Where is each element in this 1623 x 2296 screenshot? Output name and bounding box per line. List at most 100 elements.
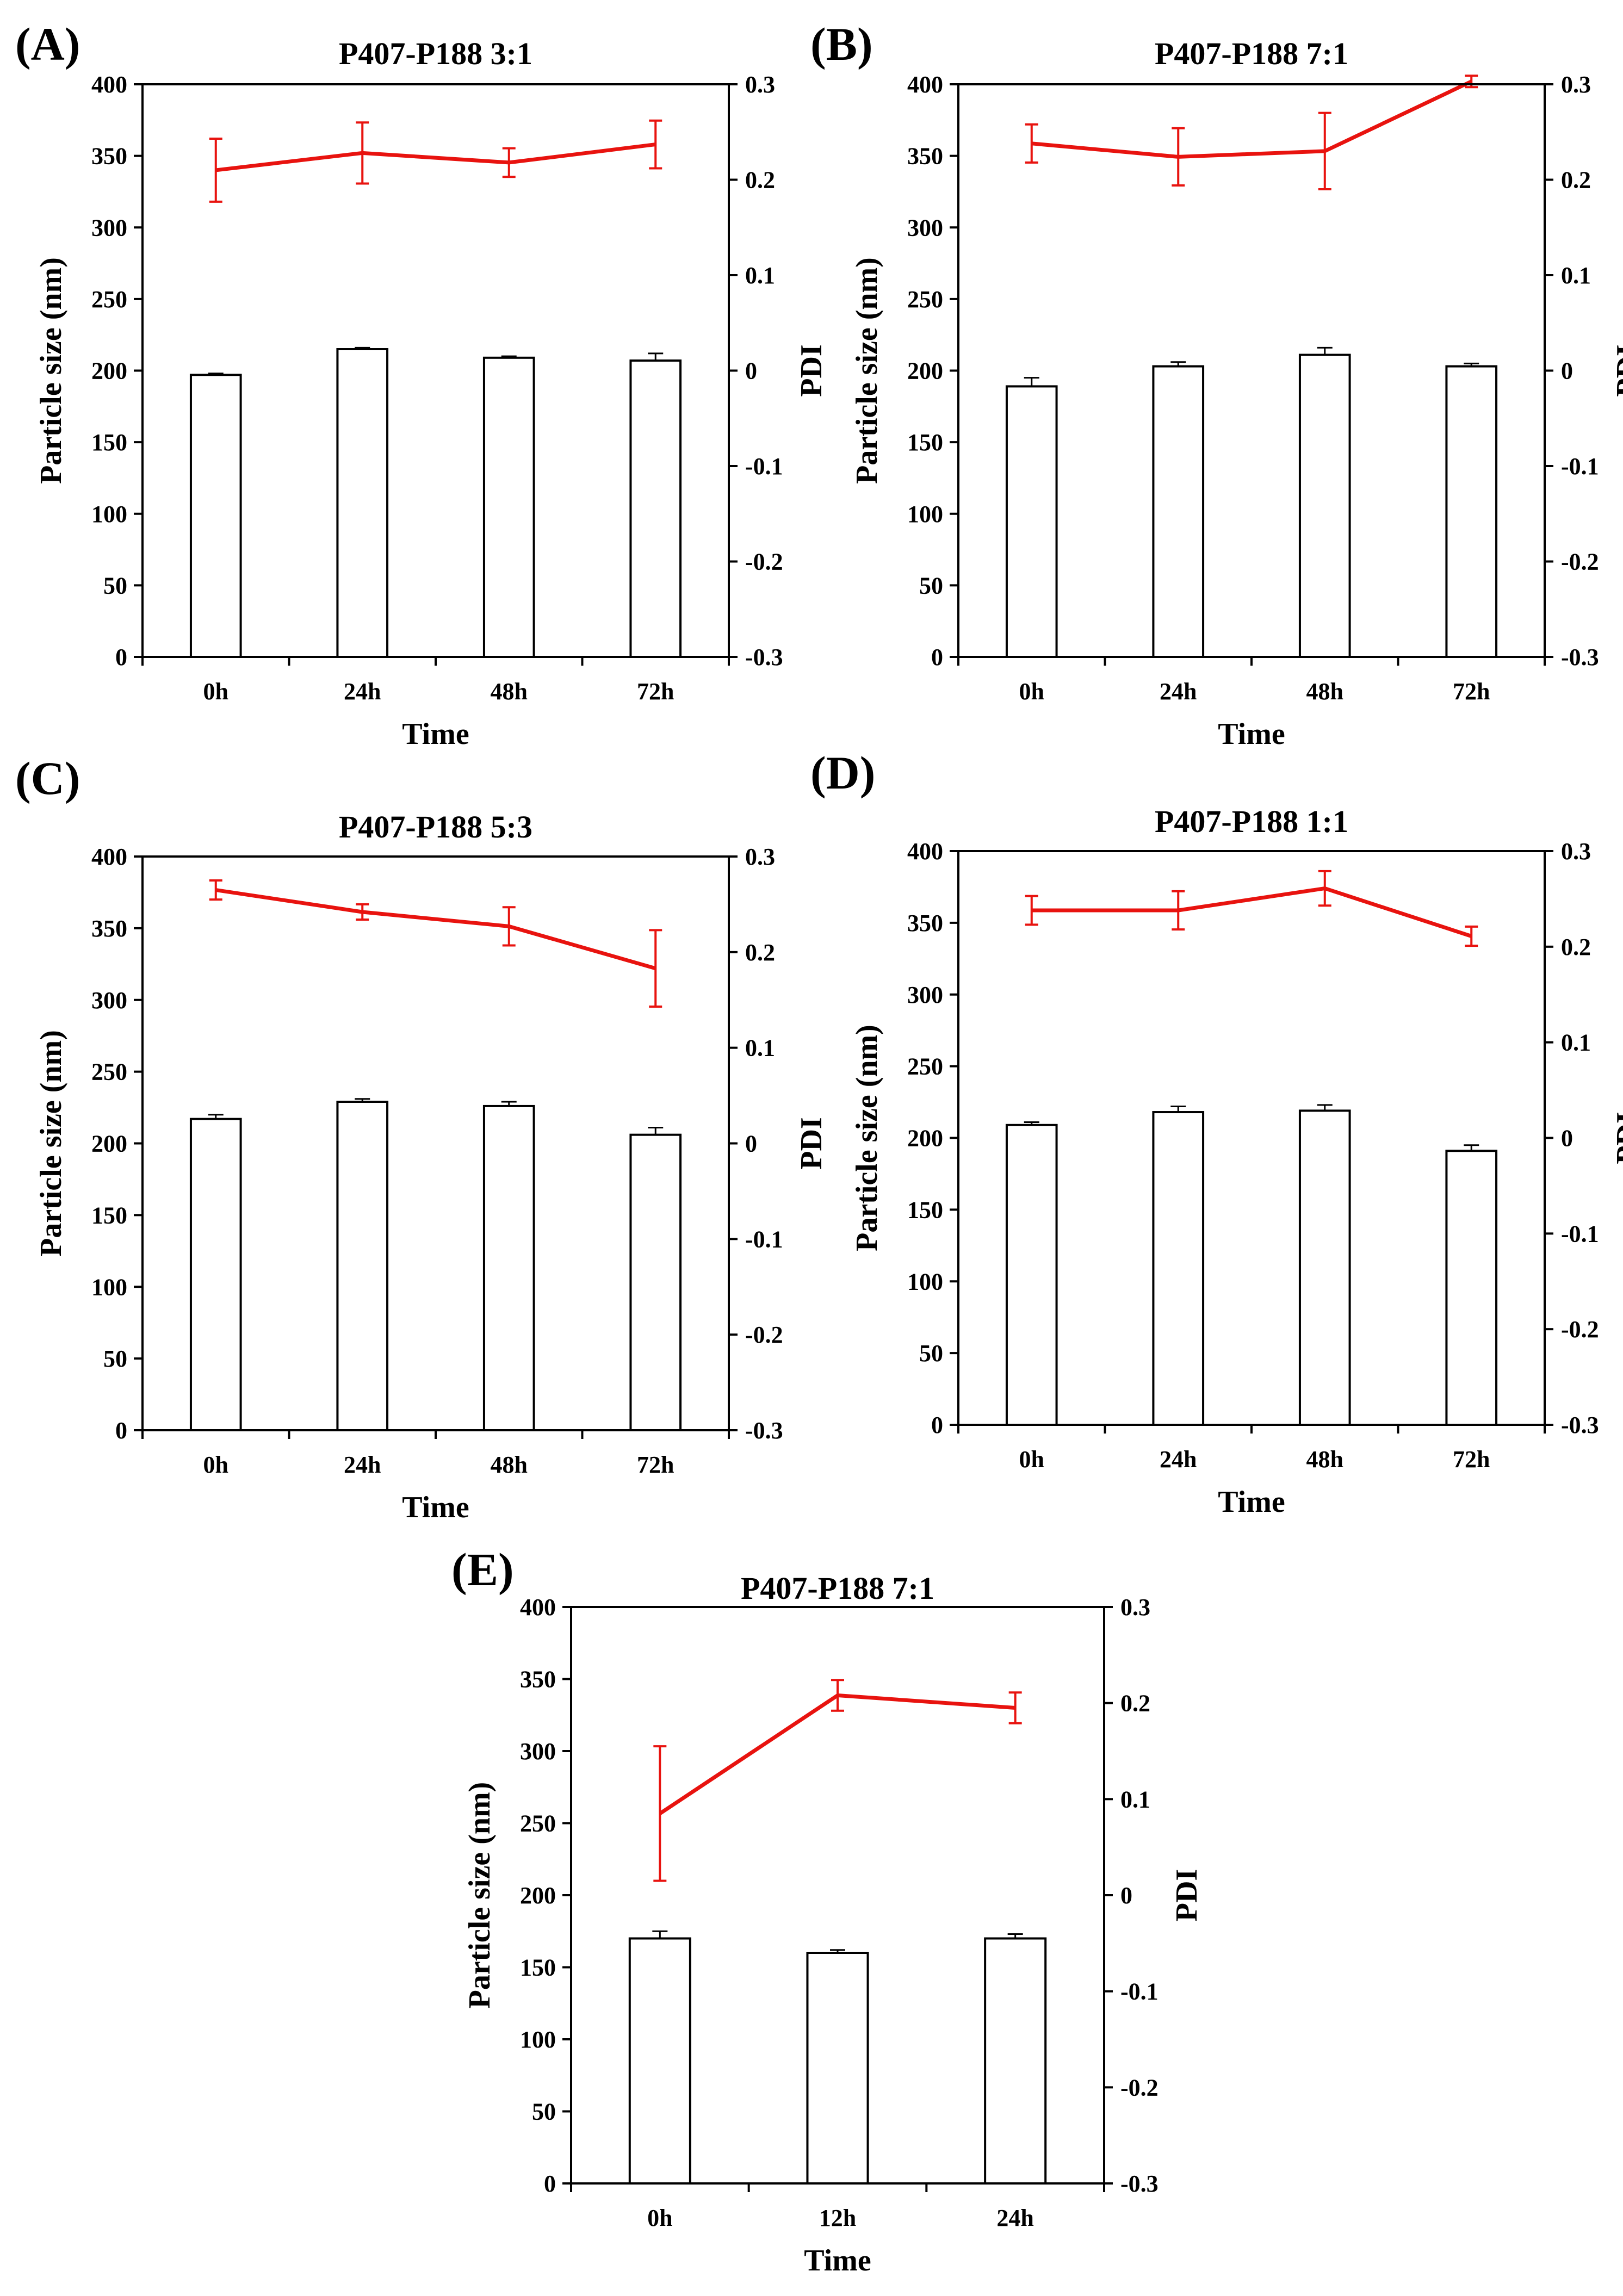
y2-tick-label: 0 [745, 1131, 757, 1157]
y-tick-label: 100 [907, 1268, 943, 1295]
x-tick-label: 72h [637, 1451, 674, 1478]
bar-24h [336, 348, 389, 658]
y-tick-label: 50 [103, 572, 127, 599]
chart-title: P407-P188 3:1 [339, 36, 532, 71]
bar-0h [1005, 1124, 1058, 1426]
y2-tick-label: 0.3 [1120, 1594, 1150, 1621]
y-tick-label: 0 [115, 644, 127, 671]
y-tick-label: 200 [91, 358, 127, 384]
bar-72h [1445, 1150, 1498, 1426]
x-axis-title: Time [1218, 1485, 1285, 1519]
y2-tick-label: -0.3 [745, 1417, 783, 1444]
y2-tick-label: 0.2 [1120, 1690, 1150, 1717]
bar-0h [1005, 385, 1058, 659]
x-tick-label: 72h [1453, 1446, 1490, 1473]
bar-72h [629, 359, 682, 658]
y2-tick-label: -0.2 [1120, 2074, 1159, 2101]
y-tick-label: 0 [931, 1412, 943, 1438]
x-tick-label: 48h [491, 1451, 528, 1478]
x-tick-label: 24h [1160, 1446, 1197, 1473]
x-tick-label: 48h [1306, 1446, 1343, 1473]
y2-tick-label: 0.3 [1561, 71, 1591, 98]
bar-24h [1152, 1111, 1205, 1426]
y-tick-label: 350 [520, 1666, 556, 1693]
y-tick-label: 400 [520, 1594, 556, 1621]
y-tick-label: 400 [91, 71, 127, 98]
y-tick-label: 0 [544, 2170, 556, 2197]
y2-tick-label: 0.2 [745, 167, 775, 194]
y-axis-title: Particle size (nm) [463, 1782, 497, 2009]
y2-tick-label: 0 [745, 358, 757, 384]
y-tick-label: 400 [907, 838, 943, 865]
chart-title: P407-P188 7:1 [741, 1571, 934, 1606]
x-tick-label: 24h [1160, 678, 1197, 705]
y-tick-label: 400 [91, 843, 127, 870]
chart-panel-b: (B) P407-P188 7:1 0 50 100 150 200 250 300 350 400… [810, 18, 1623, 751]
bar-12h [806, 1952, 869, 2185]
y-tick-label: 300 [907, 982, 943, 1008]
y-tick-label: 200 [91, 1131, 127, 1157]
y2-tick-label: 0.2 [1561, 167, 1591, 194]
y2-tick-label: -0.2 [1561, 549, 1599, 575]
bar-72h [629, 1133, 682, 1432]
y2-tick-label: -0.3 [745, 644, 783, 671]
y-tick-label: 250 [907, 1053, 943, 1080]
x-tick-label: 0h [647, 2205, 672, 2231]
x-axis-title: Time [1218, 717, 1285, 751]
y-tick-label: 0 [931, 644, 943, 671]
y2-tick-label: 0.1 [745, 262, 775, 289]
y-tick-label: 200 [907, 358, 943, 384]
y-axis-title: Particle size (nm) [34, 257, 68, 484]
pdi-series-line [215, 142, 656, 172]
x-tick-label: 72h [1453, 678, 1490, 705]
y2-tick-label: 0.2 [1561, 934, 1591, 960]
x-tick-label: 0h [1019, 1446, 1044, 1473]
pdi-series-line [215, 888, 656, 971]
y2-tick-label: 0.1 [745, 1035, 775, 1062]
y-tick-label: 150 [91, 1202, 127, 1228]
y-tick-label: 200 [907, 1125, 943, 1152]
bar-24h [984, 1937, 1047, 2185]
y2-tick-label: -0.1 [745, 1226, 783, 1252]
y-tick-label: 50 [532, 2099, 556, 2125]
y2-tick-label: -0.2 [1561, 1316, 1599, 1343]
y-tick-label: 0 [115, 1417, 127, 1444]
y-tick-label: 150 [907, 1196, 943, 1223]
x-tick-label: 0h [203, 678, 228, 705]
y2-tick-label: 0.1 [1561, 262, 1591, 289]
y-axis-title: Particle size (nm) [34, 1030, 68, 1257]
bar-24h [336, 1101, 389, 1431]
pdi-series-line [1031, 886, 1472, 938]
y-tick-label: 250 [520, 1810, 556, 1837]
bar-0h [189, 1118, 242, 1432]
x-tick-label: 0h [1019, 678, 1044, 705]
y2-axis-title: PDI [795, 344, 828, 396]
x-axis-title: Time [402, 717, 469, 751]
y-tick-label: 100 [520, 2026, 556, 2053]
y-tick-label: 100 [91, 1274, 127, 1300]
x-tick-label: 0h [203, 1451, 228, 1478]
y-tick-label: 350 [907, 143, 943, 170]
y-tick-label: 250 [91, 286, 127, 313]
y2-tick-label: 0.2 [745, 939, 775, 966]
chart-title: P407-P188 7:1 [1155, 36, 1348, 71]
x-axis-title: Time [402, 1491, 469, 1524]
y-tick-label: 50 [103, 1345, 127, 1372]
y2-axis-title: PDI [795, 1117, 828, 1169]
y2-tick-label: -0.1 [1120, 1978, 1159, 2005]
y-tick-label: 100 [907, 501, 943, 528]
chart-panel-c: (C) P407-P188 5:3 0 50 100 150 200 250 300 350 400… [15, 752, 828, 1524]
y2-tick-label: 0 [1561, 358, 1573, 384]
bar-48h [1298, 353, 1351, 658]
y-axis-title: Particle size (nm) [850, 1025, 884, 1251]
y2-tick-label: -0.3 [1561, 644, 1599, 671]
y-axis-title: Particle size (nm) [850, 257, 884, 484]
y2-tick-label: -0.3 [1561, 1412, 1599, 1438]
bar-48h [1298, 1109, 1351, 1426]
y2-tick-label: -0.1 [1561, 453, 1599, 480]
y-tick-label: 300 [91, 214, 127, 241]
y-tick-label: 150 [520, 1954, 556, 1981]
x-tick-label: 12h [819, 2205, 856, 2231]
y-tick-label: 100 [91, 501, 127, 528]
